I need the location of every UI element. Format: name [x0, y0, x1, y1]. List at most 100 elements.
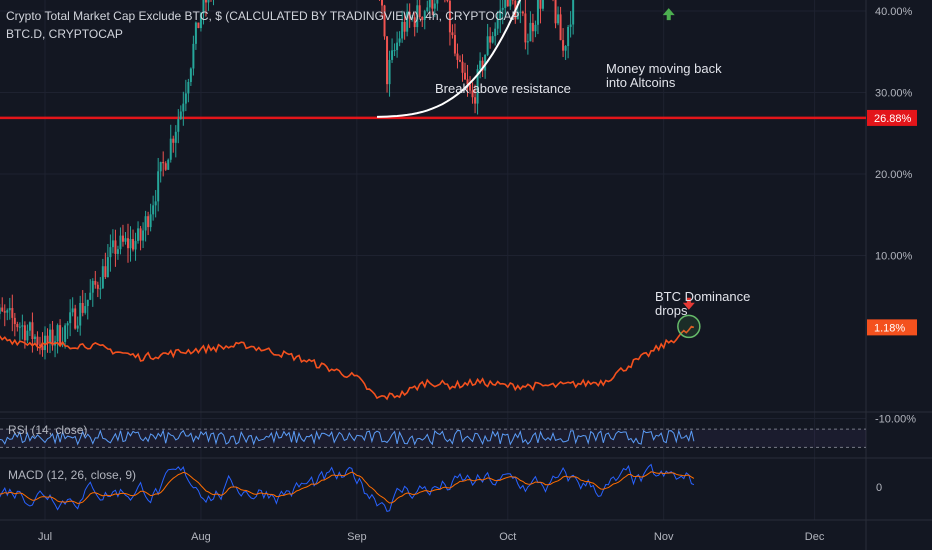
candle-body	[403, 21, 406, 32]
candle-body	[187, 81, 190, 94]
candle-body	[453, 35, 456, 54]
btcd-annotation-line2: drops	[655, 303, 688, 318]
candle-body	[192, 43, 195, 69]
candle-body	[396, 42, 399, 51]
candle-body	[431, 0, 434, 9]
rsi-label[interactable]: RSI (14, close)	[8, 423, 88, 437]
candle-body	[33, 336, 36, 340]
candle-body	[194, 22, 197, 44]
candle-body	[421, 17, 424, 21]
candle-body	[74, 308, 77, 329]
candle-body	[71, 308, 74, 313]
candle-body	[69, 312, 72, 324]
candle-body	[94, 280, 97, 285]
y-tick-label: 10.00%	[875, 251, 913, 263]
candle-body	[31, 322, 34, 340]
candle-body	[96, 284, 99, 289]
candle-body	[436, 0, 439, 4]
candle-body	[391, 50, 394, 60]
candle-body	[202, 0, 205, 14]
candle-body	[207, 0, 210, 3]
macd-pane	[0, 463, 695, 512]
candle-body	[426, 7, 429, 12]
candle-body	[6, 310, 9, 313]
candle-body	[106, 257, 109, 278]
candle-body	[59, 325, 62, 344]
candle-body	[423, 11, 426, 21]
candle-body	[64, 325, 67, 342]
time-axis[interactable]: Jul Aug Sep Oct Nov Dec	[38, 531, 825, 543]
candle-body	[154, 201, 157, 206]
parabolic-curve[interactable]	[376, 0, 598, 118]
candle-body	[562, 40, 565, 51]
candle-body	[23, 325, 26, 341]
level-tag-label: 26.88%	[874, 113, 912, 125]
candle-body	[534, 24, 537, 32]
candle-body	[386, 36, 389, 85]
overlay-symbol-label: BTC.D, CRYPTOCAP	[6, 27, 123, 41]
candle-body	[536, 0, 539, 25]
candle-body	[81, 303, 84, 313]
candle-body	[129, 239, 132, 249]
macd-label[interactable]: MACD (12, 26, close, 9)	[8, 468, 137, 482]
macd-signal-line	[0, 471, 695, 505]
candle-body	[569, 24, 572, 27]
candle-body	[76, 325, 79, 329]
candle-body	[197, 22, 200, 29]
candle-body	[524, 13, 527, 43]
candle-body	[511, 0, 514, 1]
candle-body	[554, 0, 557, 24]
candle-body	[91, 280, 94, 293]
candle-body	[484, 54, 487, 71]
candle-body	[109, 247, 112, 258]
candle-body	[428, 0, 431, 8]
candle-body	[1, 307, 4, 312]
btc-dominance-series	[0, 325, 695, 401]
btcd-line	[0, 325, 695, 401]
candle-body	[126, 238, 129, 249]
candle-body	[0, 307, 1, 314]
candle-body	[174, 131, 177, 143]
candle-body	[137, 228, 140, 241]
candle-body	[416, 5, 419, 28]
up-arrow-icon	[662, 8, 675, 21]
x-tick-label: Dec	[805, 531, 825, 543]
candle-body	[16, 324, 19, 328]
candle-body	[199, 13, 202, 29]
candle-body	[383, 5, 386, 37]
level-tag-bg	[867, 109, 917, 126]
rsi-pane	[0, 428, 866, 448]
candle-body	[38, 344, 41, 346]
y-tick-label: -10.00%	[875, 414, 916, 426]
candle-body	[491, 36, 494, 43]
candle-body	[152, 205, 155, 215]
candle-body	[182, 103, 185, 112]
candle-body	[164, 163, 167, 170]
candle-body	[149, 214, 152, 228]
candle-body	[114, 240, 117, 254]
horizontal-levels[interactable]	[0, 0, 866, 120]
candle-body	[132, 239, 135, 250]
candle-body	[501, 7, 504, 10]
candle-body	[516, 11, 519, 20]
candle-body	[529, 22, 532, 42]
candle-body	[139, 228, 142, 241]
candle-body	[119, 235, 122, 250]
candle-body	[557, 14, 560, 24]
candle-body	[469, 84, 472, 91]
curve-line	[376, 0, 522, 118]
x-tick-label: Jul	[38, 531, 52, 543]
price-axis[interactable]: 80.00%70.00%60.00%50.00%40.00%30.00%20.0…	[867, 0, 917, 494]
candle-body	[481, 60, 484, 71]
candle-body	[116, 249, 119, 254]
candle-body	[479, 60, 482, 70]
candle-body	[162, 162, 165, 164]
candle-body	[509, 0, 512, 7]
x-tick-label: Nov	[654, 531, 674, 543]
candle-body	[486, 36, 489, 55]
candle-body	[489, 36, 492, 43]
macd-zero-label: 0	[876, 482, 882, 494]
candle-body	[172, 138, 175, 143]
candle-body	[167, 159, 170, 170]
